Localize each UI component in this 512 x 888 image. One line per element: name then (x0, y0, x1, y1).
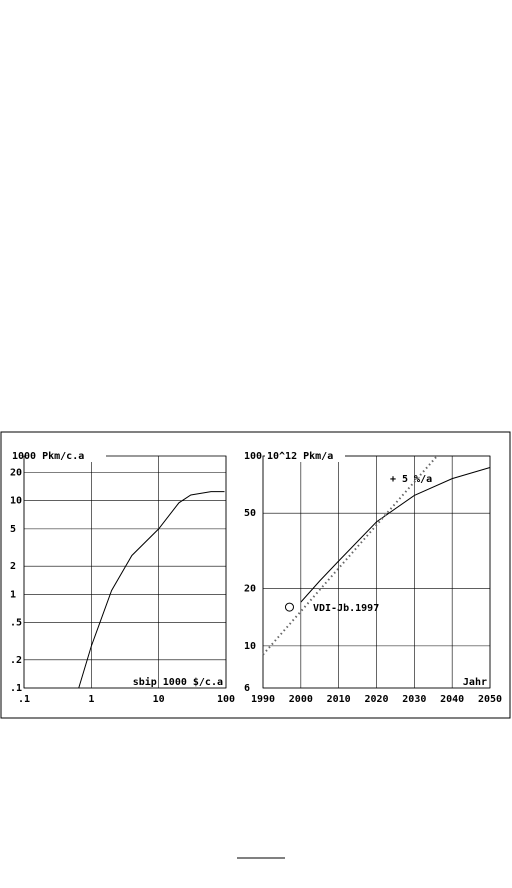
x-tick-label: 2030 (402, 694, 426, 705)
x-tick-label: 1 (88, 694, 94, 705)
label-bg (26, 450, 106, 462)
x-tick-label: .1 (18, 694, 30, 705)
y-tick-label: 5 (10, 524, 16, 535)
x-tick-label: 1990 (251, 694, 275, 705)
x-tick-label: 2010 (327, 694, 351, 705)
marker (284, 602, 294, 612)
y-tick-label: 2 (10, 561, 16, 572)
y-tick-label: 1 (10, 589, 16, 600)
x-axis-label: sbip 1000 $/c.a (133, 676, 223, 688)
y-tick-label: 20 (244, 584, 256, 595)
curve (78, 491, 225, 689)
plot-frame (23, 455, 227, 689)
y-tick-label: 6 (244, 683, 250, 694)
annotation: VDI-Jb.1997 (313, 603, 379, 614)
x-axis-label: Jahr (463, 677, 487, 688)
trend-line (262, 455, 438, 656)
x-tick-label: 2050 (478, 694, 502, 705)
x-tick-label: 100 (217, 694, 235, 705)
x-tick-label: 2020 (364, 694, 388, 705)
y-tick-label: 10 (244, 641, 256, 652)
y-axis-label: 1000 Pkm/c.a (12, 451, 84, 462)
y-tick-label: 20 (10, 467, 22, 478)
label-bg (265, 450, 345, 462)
x-tick-label: 2040 (440, 694, 464, 705)
y-tick-label: 10 (10, 496, 22, 507)
x-tick-label: 2000 (289, 694, 313, 705)
y-tick-label: 100 (244, 451, 262, 462)
figure-frame (0, 431, 511, 719)
y-tick-label: .2 (10, 655, 22, 666)
y-tick-label: .1 (10, 683, 22, 694)
x-tick-label: 10 (153, 694, 165, 705)
curve (300, 467, 491, 603)
annotation: + 5 %/a (390, 474, 432, 485)
y-axis-label: 10^12 Pkm/a (267, 451, 333, 462)
y-tick-label: 50 (244, 508, 256, 519)
y-tick-label: .5 (10, 618, 22, 629)
